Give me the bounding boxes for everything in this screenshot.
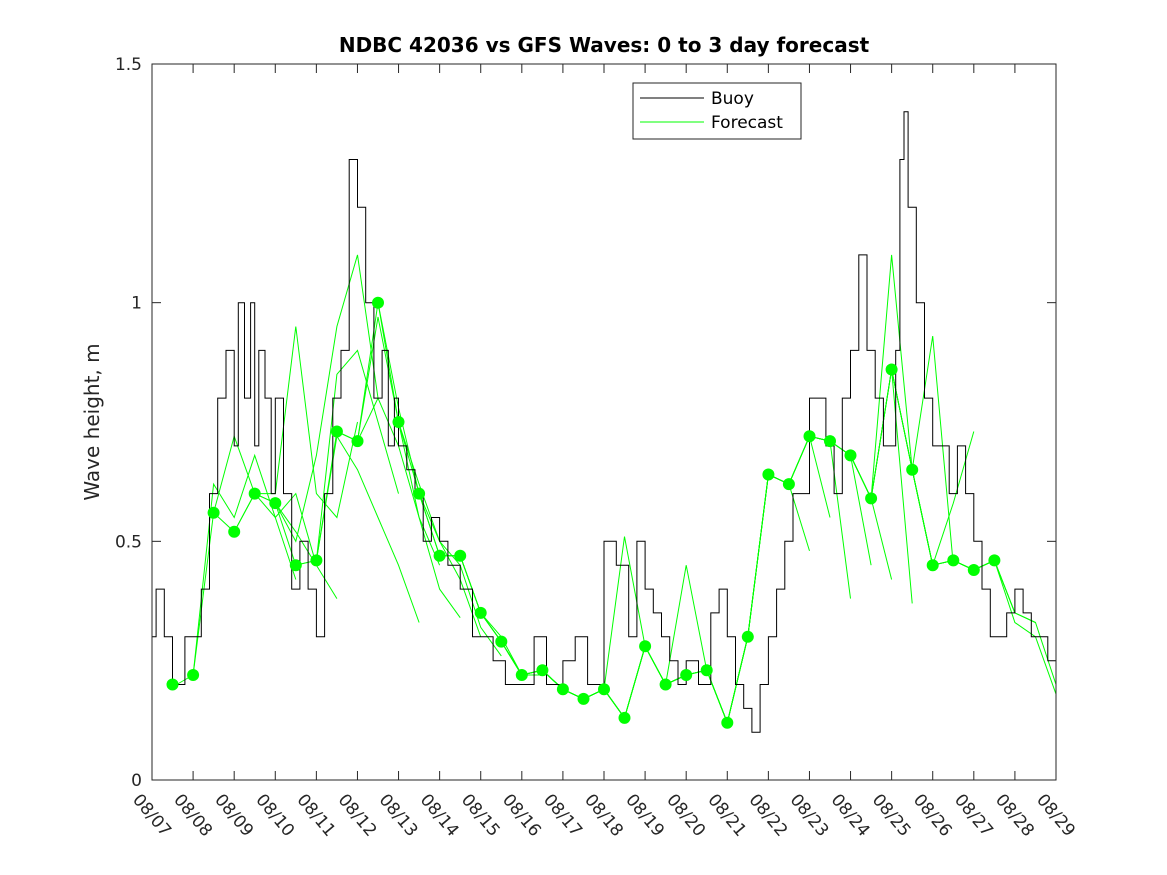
forecast-point <box>598 683 610 696</box>
forecast-point <box>330 425 343 438</box>
forecast-point <box>228 525 241 538</box>
y-tick-label: 1 <box>131 294 142 314</box>
forecast-point <box>207 506 220 519</box>
legend: Buoy Forecast <box>632 82 802 140</box>
forecast-point <box>474 606 487 619</box>
forecast-point <box>351 435 364 448</box>
forecast-point <box>885 363 898 376</box>
buoy-line <box>152 111 1057 733</box>
forecast-point <box>721 716 734 729</box>
forecast-point <box>988 554 1001 567</box>
forecast-point <box>700 664 713 677</box>
forecast-point <box>680 669 693 681</box>
forecast-point <box>639 640 652 653</box>
forecast-point <box>577 692 590 705</box>
forecast-point <box>926 559 939 572</box>
y-tick-label: 0 <box>131 771 142 791</box>
forecast-point <box>824 435 836 448</box>
forecast-point <box>556 683 569 696</box>
forecast-point <box>782 478 795 491</box>
forecast-point <box>372 296 384 309</box>
legend-buoy-label: Buoy <box>711 89 754 109</box>
forecast-point <box>392 416 405 428</box>
forecast-point <box>844 449 857 462</box>
forecast-point <box>659 678 672 691</box>
y-axis-label: Wave height, m <box>80 343 104 500</box>
legend-box <box>632 82 802 140</box>
forecast-point <box>515 669 528 681</box>
forecast-point <box>865 492 878 505</box>
chart-title: NDBC 42036 vs GFS Waves: 0 to 3 day fore… <box>339 33 870 57</box>
y-axis-ticks: 0 0.5 1 1.5 <box>115 55 1056 791</box>
y-tick-label: 0.5 <box>115 532 142 552</box>
forecast-point <box>906 463 919 476</box>
forecast-point <box>495 635 508 648</box>
legend-forecast-label: Forecast <box>711 113 783 133</box>
forecast-point <box>803 430 816 443</box>
forecast-point <box>741 630 754 643</box>
forecast-points <box>166 296 1001 729</box>
forecast-point <box>310 554 323 567</box>
y-tick-label: 1.5 <box>115 55 142 75</box>
forecast-point <box>187 669 200 681</box>
forecast-point <box>947 554 960 567</box>
forecast-point <box>454 549 467 562</box>
forecast-point <box>433 549 446 562</box>
buoy-line-group <box>152 111 1057 733</box>
forecast-point <box>166 678 179 691</box>
forecast-point <box>289 559 302 572</box>
forecast-point <box>762 468 775 481</box>
forecast-point <box>618 711 631 724</box>
forecast-point <box>413 487 426 500</box>
forecast-point <box>536 664 549 677</box>
forecast-point <box>967 564 980 576</box>
forecast-point <box>269 497 282 510</box>
forecast-point <box>248 487 261 500</box>
